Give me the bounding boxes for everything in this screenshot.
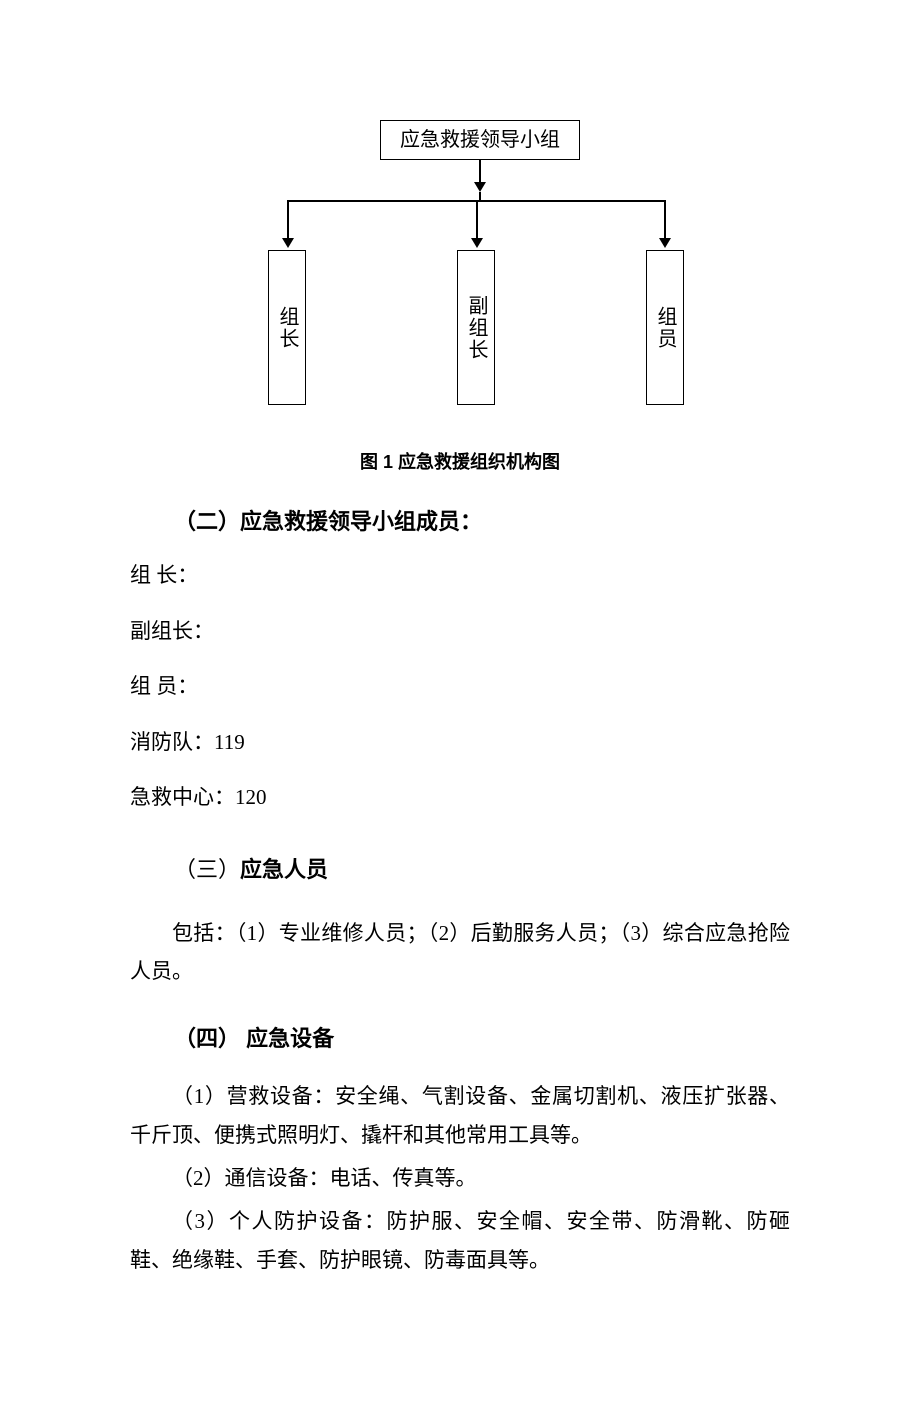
node-member-label: 组员 bbox=[651, 306, 679, 350]
node-leader-label: 组长 bbox=[273, 306, 301, 350]
arrow-deputy bbox=[471, 238, 483, 248]
org-chart-diagram: 应急救援领导小组 组长 副组长 组员 bbox=[0, 120, 920, 430]
section3-title: 应急人员 bbox=[240, 857, 328, 882]
edge-stem bbox=[479, 160, 481, 184]
edge-drop-deputy bbox=[476, 200, 478, 240]
section3-heading: （三）应急人员 bbox=[130, 852, 790, 884]
edge-drop-member bbox=[664, 200, 666, 240]
node-root: 应急救援领导小组 bbox=[380, 120, 580, 160]
section2-fire: 消防队：119 bbox=[130, 727, 790, 759]
node-member: 组员 bbox=[646, 250, 684, 405]
section4-p1: （1）营救设备：安全绳、气割设备、金属切割机、液压扩张器、千斤顶、便携式照明灯、… bbox=[130, 1077, 790, 1155]
section4-p2: （2）通信设备：电话、传真等。 bbox=[130, 1159, 790, 1198]
section4-heading: （四） 应急设备 bbox=[130, 1021, 790, 1053]
section2-heading: （二）应急救援领导小组成员： bbox=[130, 504, 790, 536]
arrow-leader bbox=[282, 238, 294, 248]
node-deputy: 副组长 bbox=[457, 250, 495, 405]
arrow-member bbox=[659, 238, 671, 248]
node-root-label: 应急救援领导小组 bbox=[400, 126, 560, 154]
node-deputy-label: 副组长 bbox=[462, 295, 490, 361]
section3-body: 包括：（1）专业维修人员；（2）后勤服务人员；（3）综合应急抢险人员。 bbox=[130, 914, 790, 992]
document-body: （二）应急救援领导小组成员： 组 长： 副组长： 组 员： 消防队：119 急救… bbox=[0, 504, 920, 1279]
section2-emergency: 急救中心：120 bbox=[130, 782, 790, 814]
edge-stem2 bbox=[479, 192, 481, 202]
edge-drop-leader bbox=[287, 200, 289, 240]
section2-member: 组 员： bbox=[130, 671, 790, 703]
section3-prefix: （三） bbox=[174, 857, 240, 882]
node-leader: 组长 bbox=[268, 250, 306, 405]
section2-leader: 组 长： bbox=[130, 560, 790, 592]
diagram-caption: 图 1 应急救援组织机构图 bbox=[0, 448, 920, 474]
arrow-stem bbox=[474, 182, 486, 192]
section2-deputy: 副组长： bbox=[130, 616, 790, 648]
section4-p3: （3）个人防护设备：防护服、安全帽、安全带、防滑靴、防砸鞋、绝缘鞋、手套、防护眼… bbox=[130, 1202, 790, 1280]
